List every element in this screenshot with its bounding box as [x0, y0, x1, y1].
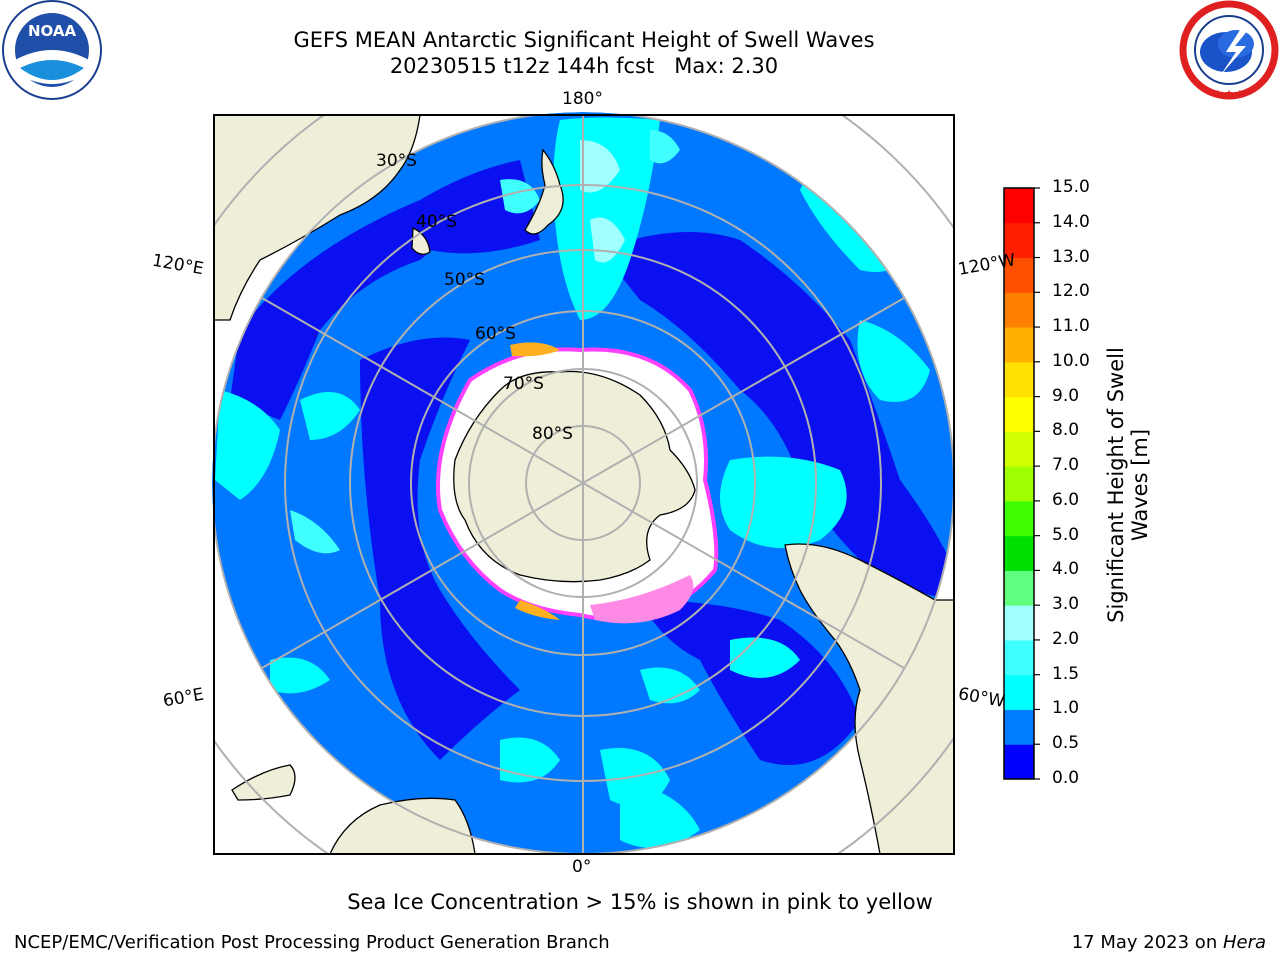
land-masses: [214, 115, 954, 854]
lat-label-30s: 30°S: [376, 151, 417, 171]
chart-subtitle: 20230515 t12z 144h fcst Max: 2.30: [389, 54, 779, 78]
australia: [214, 115, 421, 321]
colorbar-segment: [1004, 431, 1034, 467]
colorbar-tick-label: 1.5: [1052, 663, 1080, 684]
lon-label-180: 180°: [562, 89, 603, 109]
colorbar-segment: [1004, 361, 1034, 398]
noaa-logo-text: NOAA: [28, 22, 77, 40]
footer-machine: Hera: [1222, 932, 1266, 953]
antarctica: [453, 370, 696, 583]
colorbar-segment: [1004, 466, 1034, 502]
colorbar-segment: [1004, 605, 1034, 641]
colorbar: [1004, 187, 1040, 780]
colorbar-segment: [1004, 674, 1034, 710]
colorbar-tick-label: 4.0: [1052, 559, 1080, 580]
lat-label-80s: 80°S: [532, 424, 573, 444]
colorbar-tick-label: 13.0: [1052, 246, 1090, 267]
colorbar-segment: [1004, 292, 1034, 328]
colorbar-tick-label: 5.0: [1052, 524, 1080, 545]
colorbar-tick-label: 9.0: [1052, 385, 1080, 406]
colorbar-tick-label: 6.0: [1052, 489, 1080, 510]
colorbar-tick-label: 11.0: [1052, 316, 1090, 337]
colorbar-segment: [1004, 535, 1034, 571]
colorbar-tick-label: 3.0: [1052, 594, 1080, 615]
sea-ice-footnote: Sea Ice Concentration > 15% is shown in …: [347, 890, 933, 914]
colorbar-tick-label: 1.0: [1052, 698, 1080, 719]
colorbar-segment: [1004, 257, 1034, 293]
colorbar-segment: [1004, 222, 1034, 259]
new-zealand: [524, 148, 564, 235]
colorbar-tick-label: 14.0: [1052, 211, 1090, 232]
chart-title: GEFS MEAN Antarctic Significant Height o…: [293, 28, 875, 52]
colorbar-title: Significant Height of Swell Waves [m]: [1104, 347, 1152, 623]
colorbar-tick-label: 10.0: [1052, 350, 1090, 371]
lat-label-40s: 40°S: [416, 212, 457, 232]
colorbar-tick-label: 12.0: [1052, 281, 1090, 302]
colorbar-segment: [1004, 639, 1034, 676]
lon-label-0: 0°: [572, 857, 592, 877]
madagascar: [231, 764, 296, 801]
colorbar-tick-label: 15.0: [1052, 177, 1090, 197]
colorbar-tick-label: 2.0: [1052, 628, 1080, 649]
colorbar-segment: [1004, 744, 1034, 780]
lat-label-50s: 50°S: [444, 270, 485, 290]
colorbar-tick-label: 7.0: [1052, 455, 1080, 476]
colorbar-tick-label: 0.5: [1052, 733, 1080, 754]
footer-date: 17 May 2023 on Hera: [1072, 932, 1266, 953]
footer-credit: NCEP/EMC/Verification Post Processing Pr…: [14, 932, 610, 953]
footer-date-text: 17 May 2023 on: [1071, 932, 1223, 953]
colorbar-frame: [1003, 187, 1035, 780]
colorbar-tick-label: 0.0: [1052, 768, 1080, 788]
colorbar-segment: [1004, 327, 1034, 363]
colorbar-segment: [1004, 500, 1034, 537]
colorbar-segment: [1004, 396, 1034, 432]
svg-text:★ ★ ★: ★ ★ ★: [1214, 89, 1244, 99]
colorbar-segment: [1004, 709, 1034, 745]
colorbar-tick-label: 8.0: [1052, 420, 1080, 441]
graticule: [214, 115, 954, 854]
colorbar-segment: [1004, 570, 1034, 606]
noaa-logo: NOAA: [2, 0, 102, 100]
africa: [329, 797, 476, 854]
lat-label-60s: 60°S: [475, 324, 516, 344]
nws-logo: ★ ★ ★: [1179, 0, 1279, 100]
map-border: [213, 114, 955, 855]
lat-label-70s: 70°S: [503, 374, 544, 394]
colorbar-segment: [1004, 188, 1034, 224]
